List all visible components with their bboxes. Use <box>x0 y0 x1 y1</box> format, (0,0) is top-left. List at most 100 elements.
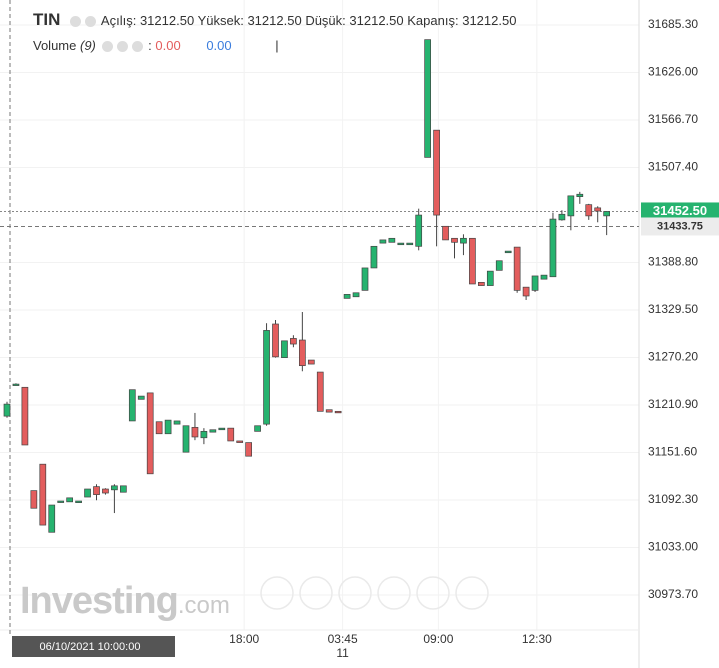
field-value: 31212.50 <box>247 13 302 28</box>
close-icon[interactable] <box>131 41 143 53</box>
candle-body <box>263 330 270 425</box>
candle-body <box>119 485 127 493</box>
settings-icon[interactable] <box>116 41 128 53</box>
candle-body <box>39 463 47 526</box>
nav-zoom[interactable] <box>416 576 450 610</box>
y-tick-label: 31626.00 <box>648 65 698 79</box>
field-name: Yüksek: <box>197 13 244 28</box>
field-name: Açılış: <box>100 13 137 28</box>
field-value: 31212.50 <box>349 13 404 28</box>
y-tick-label: 31270.20 <box>648 350 698 364</box>
candle-body <box>397 242 405 246</box>
candle-body <box>361 267 369 291</box>
x-tick-label: 09:00 <box>423 632 453 646</box>
candle-body <box>182 425 190 453</box>
x-tick-label: 18:00 <box>229 632 259 646</box>
field-value: 31212.50 <box>139 13 195 28</box>
candle-body <box>137 395 145 400</box>
nav-zoom-in[interactable] <box>377 576 411 610</box>
last-price-label: 31452.50 <box>653 203 707 218</box>
candle-body <box>155 421 163 435</box>
candle-body <box>388 237 396 243</box>
volume-legend: Volume (9) : 0.00 0.00 | <box>33 38 279 53</box>
candle-body <box>478 282 485 286</box>
candle-body <box>290 338 297 345</box>
candle-body <box>146 392 154 475</box>
candle-body <box>191 426 199 438</box>
candle-body <box>173 420 181 425</box>
eye-icon[interactable] <box>101 41 113 53</box>
y-tick-label: 31566.70 <box>648 112 698 126</box>
candle-body <box>469 237 476 285</box>
nav-buttons <box>260 576 489 610</box>
candle-body <box>299 339 306 367</box>
candle-body <box>236 440 244 443</box>
field-name: Kapanış: <box>407 13 459 28</box>
candle-body <box>57 500 65 503</box>
candle-body <box>102 488 109 494</box>
candle-body <box>540 274 548 280</box>
candle-body <box>66 497 74 503</box>
nav-reset[interactable] <box>338 576 372 610</box>
nav-right[interactable] <box>455 576 489 610</box>
candle-body <box>3 403 11 417</box>
volume-period: (9) <box>80 38 96 53</box>
candle-body <box>460 237 467 244</box>
candle-body <box>594 207 602 212</box>
candle-body <box>75 500 82 503</box>
candle-body <box>128 389 136 422</box>
candle-body <box>200 430 208 439</box>
candle-body <box>209 429 217 433</box>
candle-body <box>576 193 584 197</box>
candle-body <box>585 204 593 217</box>
x-tick-label: 03:45 <box>328 632 358 646</box>
candle-body <box>424 39 431 158</box>
volume-name: Volume <box>33 38 77 53</box>
nav-left[interactable] <box>260 576 294 610</box>
candle-body <box>415 214 423 247</box>
y-tick-label: 31210.90 <box>648 397 698 411</box>
crosshair-price-box <box>641 217 719 236</box>
y-tick-label: 31685.30 <box>648 17 698 31</box>
candle-body <box>603 211 611 217</box>
candle-body <box>30 490 38 509</box>
eye-icon[interactable] <box>70 16 82 28</box>
candle-body <box>111 485 118 491</box>
candle-body <box>307 359 315 365</box>
x-tick-sublabel: 11 <box>336 646 349 660</box>
candle-body <box>352 292 360 298</box>
nav-zoom-out[interactable] <box>299 576 333 610</box>
y-tick-label: 31329.50 <box>648 302 698 316</box>
field-name: Düşük: <box>305 13 346 28</box>
volume-value: 0.00 <box>206 38 232 53</box>
candle-body <box>84 488 91 498</box>
candle-body <box>451 237 458 243</box>
candle-body <box>316 371 324 412</box>
candle-body <box>48 504 56 533</box>
symbol: TIN <box>33 10 61 29</box>
crosshair-price-label: 31433.75 <box>657 220 703 232</box>
candle-body <box>245 442 252 457</box>
candle-body <box>218 427 226 431</box>
candle-body <box>558 213 566 221</box>
candle-body <box>281 340 288 359</box>
candle-body <box>12 383 20 386</box>
candle-body <box>379 239 387 244</box>
watermark: Investing.com <box>20 580 230 623</box>
candle-body <box>164 419 172 435</box>
separator: : <box>148 38 152 53</box>
y-tick-label: 31151.60 <box>648 445 697 459</box>
settings-icon[interactable] <box>85 16 97 28</box>
field-value: 31212.50 <box>462 13 517 28</box>
candle-body <box>531 275 539 291</box>
y-tick-label: 31033.00 <box>648 540 698 554</box>
candle-body <box>406 242 414 246</box>
y-tick-label: 31092.30 <box>648 492 698 506</box>
candle-body <box>433 129 440 216</box>
candle-body <box>370 245 378 269</box>
candle-body <box>522 286 530 297</box>
candle-body <box>93 486 100 495</box>
x-tick-label: 12:30 <box>522 632 552 646</box>
y-tick-label: 31388.80 <box>648 255 698 269</box>
